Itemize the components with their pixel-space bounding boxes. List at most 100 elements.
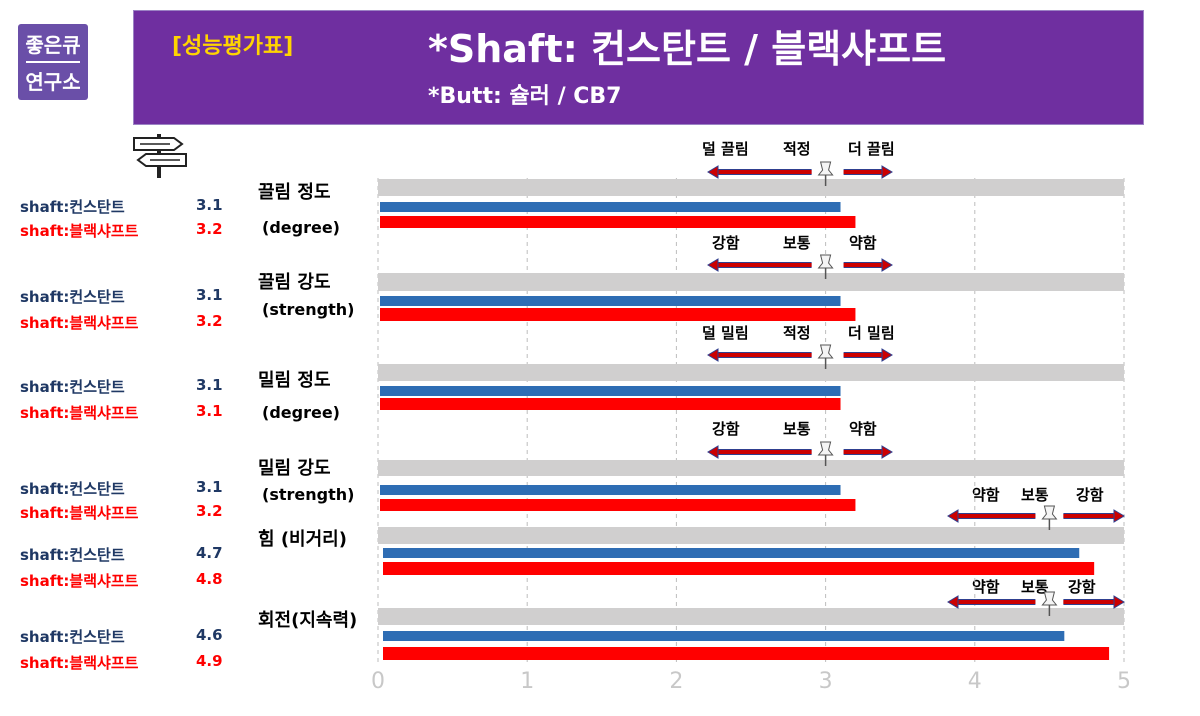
legend-series-a-value-3: 3.1 bbox=[196, 376, 223, 394]
legend-series-a-value-1: 3.1 bbox=[196, 196, 223, 214]
scale-right-label-6: 강함 bbox=[1068, 578, 1096, 596]
bar-constant-3 bbox=[380, 386, 841, 396]
arrow-left-icon-3 bbox=[707, 348, 812, 362]
push-pin-icon-2 bbox=[817, 254, 834, 279]
legend-series-a-value-6: 4.6 bbox=[196, 626, 223, 644]
scale-mid-label-3: 적정 bbox=[783, 324, 811, 342]
push-pin-icon-3 bbox=[817, 344, 834, 369]
bar-constant-1 bbox=[380, 202, 841, 212]
category-label-2: 끌림 강도 bbox=[258, 272, 331, 293]
logo-line-1: 좋은큐 bbox=[25, 33, 81, 57]
legend-series-a-value-2: 3.1 bbox=[196, 286, 223, 304]
scale-right-label-1: 더 끌림 bbox=[848, 140, 895, 158]
category-label-3: 밀림 정도 bbox=[258, 370, 331, 391]
arrow-right-icon-2 bbox=[843, 258, 893, 272]
scale-mid-label-1: 적정 bbox=[783, 140, 811, 158]
category-label-1: 끌림 정도 bbox=[258, 182, 331, 203]
legend-series-b-value-6: 4.9 bbox=[196, 652, 223, 670]
x-tick-label-0: 0 bbox=[371, 669, 385, 694]
scale-left-label-3: 덜 밀림 bbox=[702, 324, 749, 342]
category-label-6: 회전(지속력) bbox=[258, 610, 358, 631]
legend-series-b-value-4: 3.2 bbox=[196, 502, 223, 520]
legend-series-b-name-6: shaft:블랙샤프트 bbox=[20, 654, 139, 672]
legend-series-b-name-2: shaft:블랙샤프트 bbox=[20, 314, 139, 332]
legend-series-a-name-1: shaft:컨스탄트 bbox=[20, 198, 125, 216]
legend-series-a-name-2: shaft:컨스탄트 bbox=[20, 288, 125, 306]
bar-black-2 bbox=[380, 308, 856, 321]
bar-black-1 bbox=[380, 216, 856, 228]
bar-constant-5 bbox=[383, 548, 1080, 558]
push-pin-icon-4 bbox=[817, 441, 834, 466]
bar-black-5 bbox=[383, 562, 1095, 575]
x-tick-label-4: 4 bbox=[968, 669, 982, 694]
bar-constant-6 bbox=[383, 631, 1065, 641]
arrow-right-icon-1 bbox=[843, 165, 893, 179]
legend-series-b-value-3: 3.1 bbox=[196, 402, 223, 420]
track-bar-4 bbox=[378, 460, 1124, 476]
butt-title: *Butt: 슐러 / CB7 bbox=[428, 84, 622, 109]
category-label-4: 밀림 강도 bbox=[258, 458, 331, 479]
x-tick-label-1: 1 bbox=[520, 669, 534, 694]
category-sublabel-1: (degree) bbox=[262, 218, 340, 237]
category-sublabel-2: (strength) bbox=[262, 300, 355, 319]
legend-series-a-name-4: shaft:컨스탄트 bbox=[20, 480, 125, 498]
x-tick-label-2: 2 bbox=[669, 669, 683, 694]
bar-black-3 bbox=[380, 398, 841, 410]
scale-right-label-3: 더 밀림 bbox=[848, 324, 895, 342]
legend-series-b-name-4: shaft:블랙샤프트 bbox=[20, 504, 139, 522]
scale-right-label-4: 약함 bbox=[849, 420, 877, 438]
signpost-icon bbox=[133, 134, 187, 178]
logo-divider bbox=[26, 61, 80, 63]
push-pin-icon-6 bbox=[1041, 591, 1058, 616]
track-bar-1 bbox=[378, 179, 1124, 196]
scale-left-label-6: 약함 bbox=[972, 578, 1000, 596]
track-bar-5 bbox=[378, 527, 1124, 544]
arrow-right-icon-5 bbox=[1063, 509, 1125, 523]
legend-series-a-value-4: 3.1 bbox=[196, 478, 223, 496]
legend-series-b-value-2: 3.2 bbox=[196, 312, 223, 330]
shaft-title: *Shaft: 컨스탄트 / 블랙샤프트 bbox=[428, 27, 947, 71]
x-tick-label-5: 5 bbox=[1117, 669, 1131, 694]
legend-series-b-name-1: shaft:블랙샤프트 bbox=[20, 222, 139, 240]
track-bar-6 bbox=[378, 608, 1124, 625]
scale-right-label-5: 강함 bbox=[1076, 486, 1104, 504]
push-pin-icon-5 bbox=[1041, 505, 1058, 530]
legend-series-b-name-3: shaft:블랙샤프트 bbox=[20, 404, 139, 422]
bar-constant-2 bbox=[380, 296, 841, 306]
category-sublabel-4: (strength) bbox=[262, 485, 355, 504]
arrow-left-icon-2 bbox=[707, 258, 812, 272]
track-bar-2 bbox=[378, 273, 1124, 291]
arrow-left-icon-5 bbox=[947, 509, 1036, 523]
header-banner bbox=[133, 10, 1144, 125]
legend-series-b-value-1: 3.2 bbox=[196, 220, 223, 238]
bar-black-6 bbox=[383, 647, 1110, 660]
legend-series-b-name-5: shaft:블랙샤프트 bbox=[20, 572, 139, 590]
bar-constant-4 bbox=[380, 485, 841, 495]
evaluation-label: [성능평가표] bbox=[172, 34, 294, 59]
x-tick-label-3: 3 bbox=[819, 669, 833, 694]
legend-series-a-name-3: shaft:컨스탄트 bbox=[20, 378, 125, 396]
arrow-left-icon-4 bbox=[707, 445, 812, 459]
arrow-right-icon-6 bbox=[1063, 595, 1125, 609]
scale-mid-label-6: 보통 bbox=[1021, 578, 1049, 596]
scale-left-label-2: 강함 bbox=[712, 234, 740, 252]
scale-mid-label-5: 보통 bbox=[1021, 486, 1049, 504]
legend-series-a-name-5: shaft:컨스탄트 bbox=[20, 546, 125, 564]
scale-left-label-4: 강함 bbox=[712, 420, 740, 438]
push-pin-icon-1 bbox=[817, 161, 834, 186]
bar-black-4 bbox=[380, 499, 856, 511]
arrow-right-icon-4 bbox=[843, 445, 893, 459]
scale-left-label-1: 덜 끌림 bbox=[702, 140, 749, 158]
scale-left-label-5: 약함 bbox=[972, 486, 1000, 504]
arrow-right-icon-3 bbox=[843, 348, 893, 362]
category-sublabel-3: (degree) bbox=[262, 403, 340, 422]
arrow-left-icon-6 bbox=[947, 595, 1036, 609]
legend-series-a-value-5: 4.7 bbox=[196, 544, 223, 562]
scale-right-label-2: 약함 bbox=[849, 234, 877, 252]
arrow-left-icon-1 bbox=[707, 165, 812, 179]
legend-series-a-name-6: shaft:컨스탄트 bbox=[20, 628, 125, 646]
scale-mid-label-2: 보통 bbox=[783, 234, 811, 252]
category-label-5: 힘 (비거리) bbox=[258, 529, 347, 550]
legend-series-b-value-5: 4.8 bbox=[196, 570, 223, 588]
